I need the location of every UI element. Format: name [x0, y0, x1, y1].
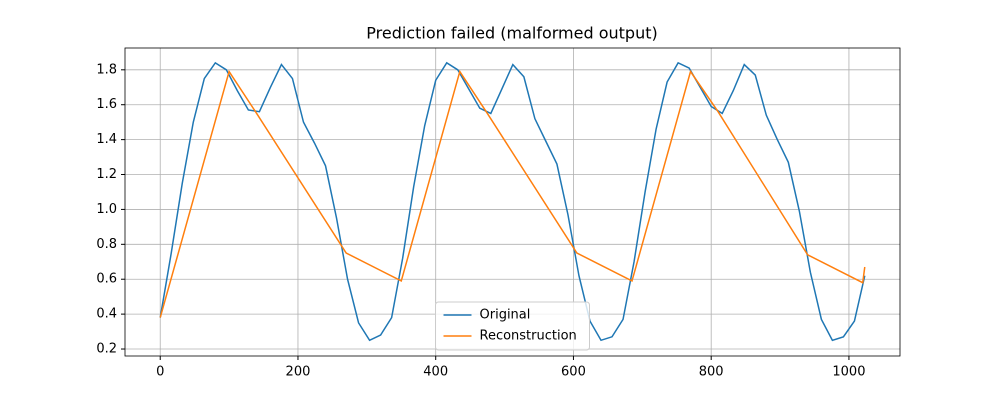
legend: Original Reconstruction: [435, 301, 590, 351]
x-tick-label: 600: [561, 365, 586, 380]
chart-title: Prediction failed (malformed output): [366, 24, 657, 43]
y-tick-label: 0.2: [96, 342, 117, 357]
legend-box: [435, 301, 590, 351]
y-tick-label: 1.0: [96, 202, 117, 217]
legend-label: Reconstruction: [480, 329, 577, 344]
y-tick-label: 1.6: [96, 97, 117, 112]
y-tick-label: 0.4: [96, 307, 117, 322]
x-tick-label: 400: [423, 365, 448, 380]
plot-frame: [124, 47, 901, 357]
x-tick-label: 800: [699, 365, 724, 380]
series-line: [159, 69, 866, 318]
series-line: [159, 61, 866, 342]
y-tick-label: 1.2: [96, 167, 117, 182]
y-tick-label: 0.6: [96, 272, 117, 287]
y-tick-label: 0.8: [96, 237, 117, 252]
legend-label: Original: [480, 308, 531, 323]
x-tick-label: 1000: [832, 365, 865, 380]
y-tick-label: 1.4: [96, 132, 117, 147]
y-tick-label: 1.8: [96, 62, 117, 77]
x-tick-label: 200: [286, 365, 311, 380]
x-tick-label: 0: [156, 365, 164, 380]
